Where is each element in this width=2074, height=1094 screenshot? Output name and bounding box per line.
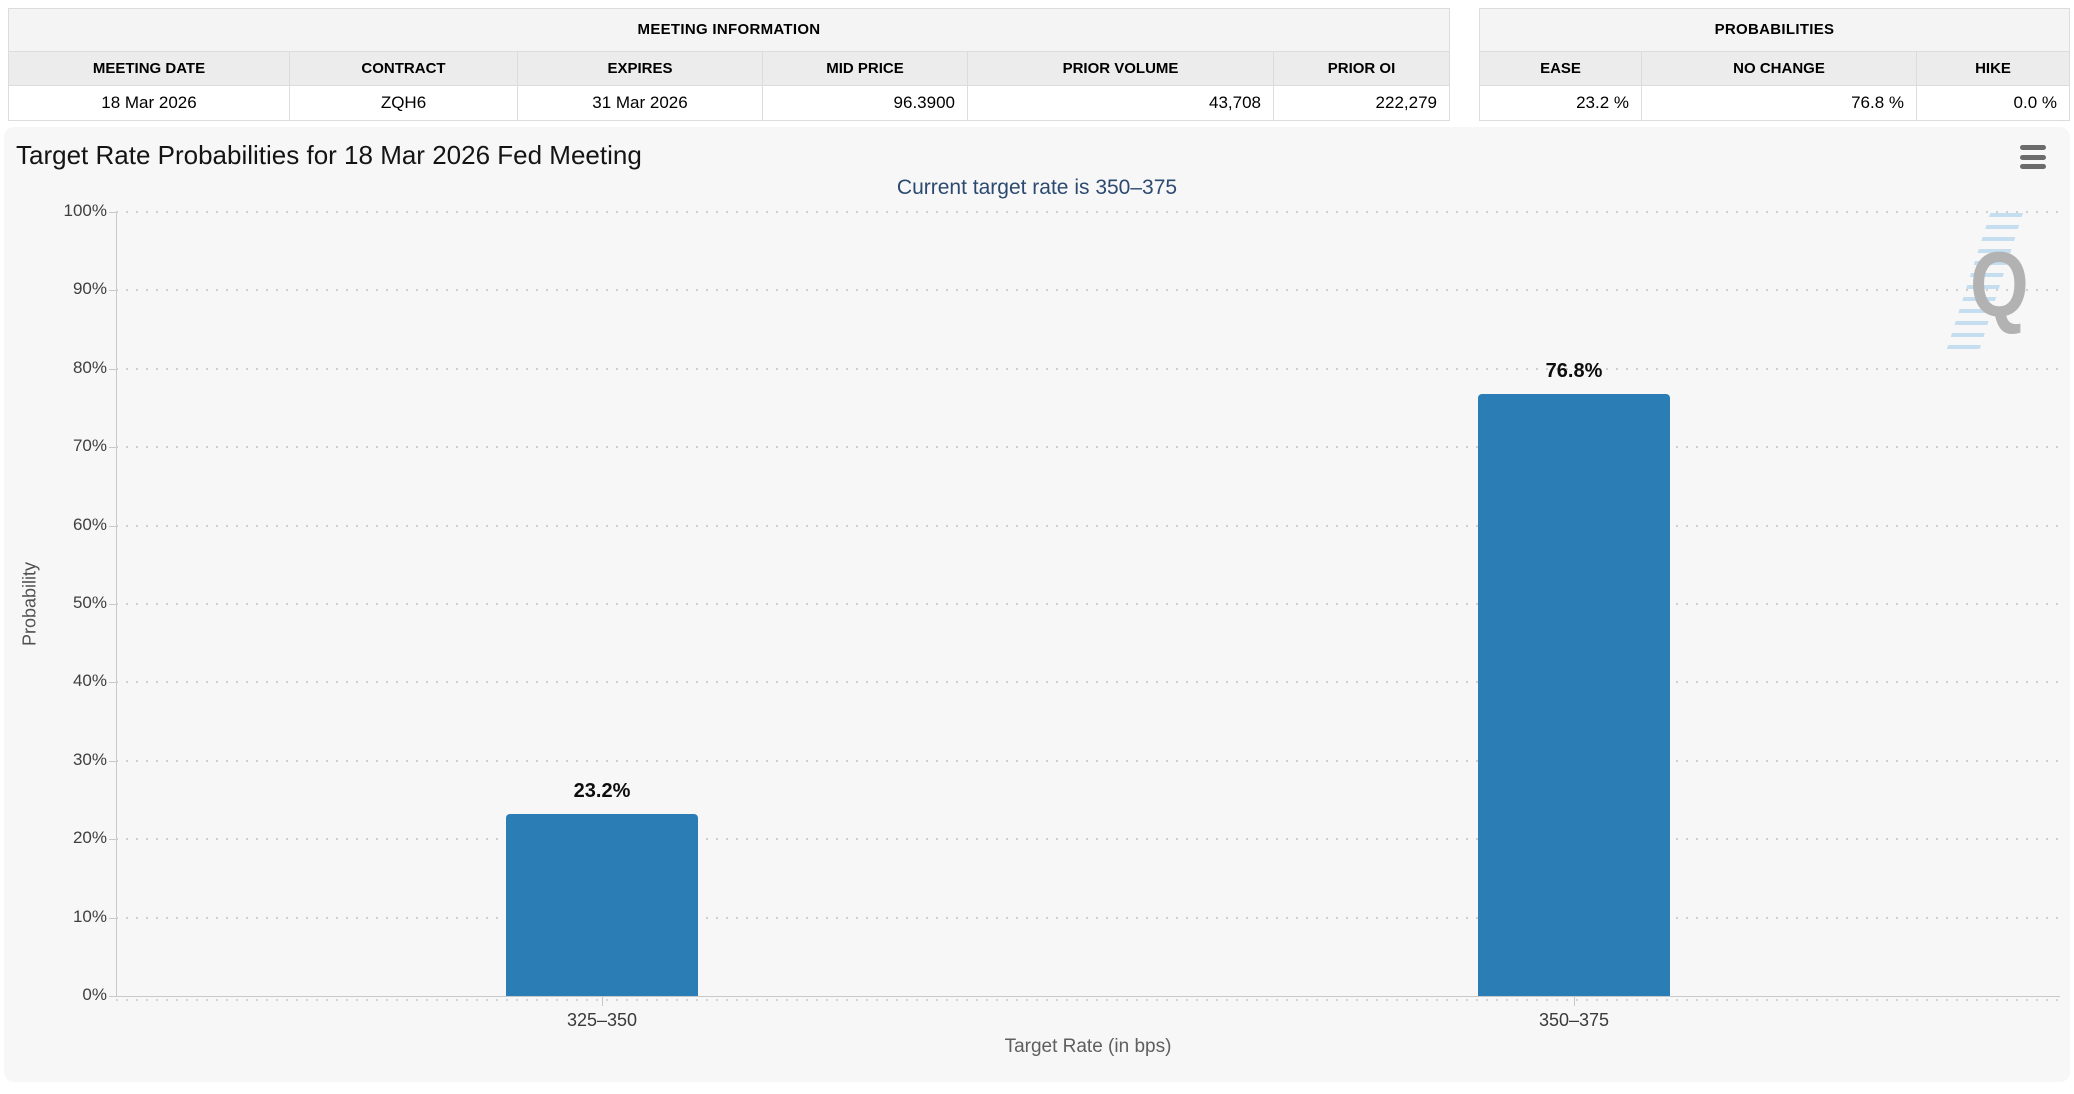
table-cell: 96.3900 (762, 86, 967, 120)
y-axis-tick-label: 40% (72, 671, 107, 691)
table-cell: 43,708 (967, 86, 1273, 120)
y-axis-tick-label: 10% (72, 906, 107, 926)
probabilities-table: PROBABILITIES EASE NO CHANGE HIKE 23.2 % 76… (1479, 8, 2070, 121)
probabilities-value-row: 23.2 % 76.8 % 0.0 % (1480, 86, 2069, 120)
hamburger-bar (2020, 164, 2046, 169)
meeting-information-table: MEETING INFORMATION MEETING DATE CONTRACT… (8, 8, 1450, 121)
y-axis-tick-label: 0% (82, 985, 107, 1004)
y-axis-title: Probability (19, 561, 40, 647)
probabilities-title: PROBABILITIES (1480, 9, 2069, 52)
gridline (116, 759, 2060, 762)
x-axis-category-label: 350–375 (1538, 1010, 1610, 1030)
y-axis-tick (109, 839, 116, 841)
gridline (116, 446, 2060, 449)
table-cell: ZQH6 (289, 86, 517, 120)
y-axis-tick-label: 60% (72, 514, 107, 534)
table-cell: 31 Mar 2026 (517, 86, 762, 120)
hamburger-bar (2020, 145, 2046, 150)
gridline (116, 603, 2060, 605)
bar-data-label: 76.8% (1545, 359, 1603, 382)
gridline (116, 838, 2060, 841)
y-axis-tick-label: 80% (72, 357, 107, 377)
hamburger-bar (2020, 154, 2046, 160)
x-axis-dotted-line (116, 999, 2060, 1001)
table-cell: 76.8 % (1641, 86, 1916, 120)
chart-subtitle: Current target rate is 350–375 (896, 176, 1178, 199)
quikstrike-watermark-q-icon: Q (1970, 234, 2029, 336)
target-rate-chart-panel: Target Rate Probabilities for 18 Mar 202… (4, 127, 2070, 1082)
gridline (116, 367, 2060, 370)
column-header: NO CHANGE (1641, 52, 1916, 85)
gridline (116, 916, 2060, 919)
gridline (116, 681, 2060, 684)
column-header: MID PRICE (762, 52, 967, 85)
y-axis-tick-label: 70% (72, 436, 107, 456)
column-header: HIKE (1916, 52, 2069, 85)
table-cell: 18 Mar 2026 (101, 93, 197, 112)
column-header: PRIOR OI (1273, 52, 1449, 85)
meeting-information-value-row: 18 Mar 2026 ZQH6 31 Mar 2026 96.3900 43,708 2… (9, 86, 1449, 120)
column-header: PRIOR VOLUME (967, 52, 1273, 85)
x-axis-category-label: 325–350 (566, 1010, 638, 1030)
y-axis-tick-label: 30% (72, 749, 107, 769)
bar-data-label: 23.2% (573, 780, 631, 803)
column-header: CONTRACT (289, 52, 517, 85)
y-axis-tick (109, 917, 116, 919)
y-axis-tick-label: 50% (72, 593, 107, 612)
y-axis-tick-label: 20% (72, 828, 107, 848)
table-cell: 0.0 % (1916, 86, 2069, 120)
y-axis-tick (109, 368, 116, 370)
meeting-information-header-row: MEETING DATE CONTRACT EXPIRES MID PRICE PRIO… (9, 52, 1449, 86)
y-axis-tick (109, 212, 116, 213)
y-axis-tick (109, 447, 116, 449)
chart-title: Target Rate Probabilities for 18 Mar 202… (16, 140, 642, 170)
y-axis-tick (109, 996, 116, 997)
y-axis-tick-label: 90% (72, 279, 107, 299)
column-header: MEETING DATE (92, 60, 206, 77)
gridline (116, 289, 2060, 292)
table-cell: 23.2 % (1576, 93, 1629, 112)
y-axis-tick (109, 290, 116, 292)
y-axis-tick-label: 100% (63, 201, 107, 220)
gridline (116, 211, 2060, 213)
probability-bar (1478, 393, 1670, 996)
probabilities-header-row: EASE NO CHANGE HIKE (1480, 52, 2069, 86)
column-header: EXPIRES (517, 52, 762, 85)
table-cell: 222,279 (1273, 86, 1449, 120)
probability-bar (506, 814, 698, 996)
x-axis-tick (602, 997, 603, 1006)
column-header: EASE (1540, 60, 1581, 77)
x-axis-line (116, 996, 2060, 997)
x-axis-tick (1574, 997, 1575, 1006)
gridline (116, 524, 2060, 527)
y-axis-tick (109, 604, 116, 605)
meeting-information-title: MEETING INFORMATION (9, 9, 1449, 52)
x-axis-title: Target Rate (in bps) (1004, 1036, 1172, 1057)
y-axis-tick (109, 682, 116, 684)
y-axis-tick (109, 760, 116, 762)
hamburger-menu-icon[interactable] (2020, 145, 2046, 169)
plot-area: 0% 10% 20% 30% 40% 50% 60% 70% 80% 90% 100% 23.2% 32… (64, 201, 2060, 1030)
y-axis-tick (109, 525, 116, 527)
